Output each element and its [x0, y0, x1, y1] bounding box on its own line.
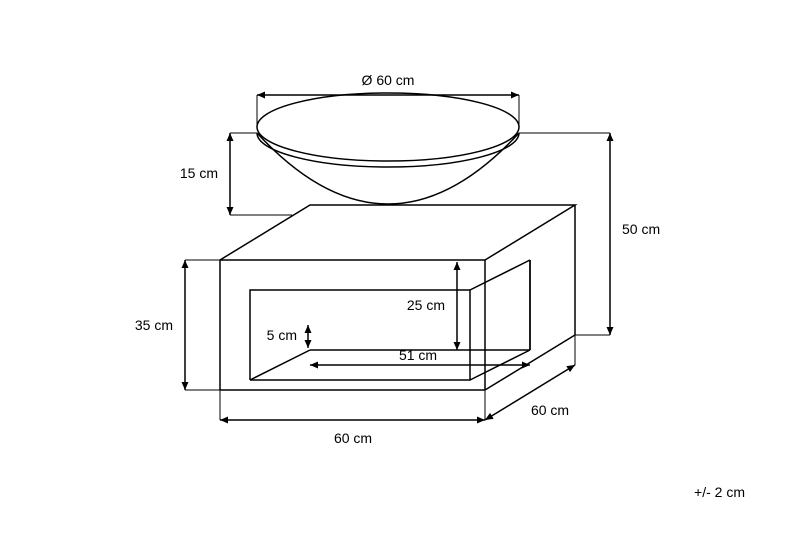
dimension-label: 25 cm — [407, 297, 445, 313]
product-outline — [220, 93, 575, 390]
dimension-label: 51 cm — [399, 347, 437, 363]
dimension-label: 60 cm — [334, 430, 372, 446]
base-top-face — [220, 205, 575, 260]
dimension-label: 35 cm — [135, 317, 173, 333]
dimension-label: 60 cm — [531, 402, 569, 418]
dimension-base-height: 35 cm — [135, 260, 189, 390]
dimension-label: 50 cm — [622, 221, 660, 237]
dimension-label: 15 cm — [180, 165, 218, 181]
dimension-bowl-height: 15 cm — [180, 133, 234, 215]
tolerance-note: +/- 2 cm — [694, 484, 745, 500]
extension-lines — [185, 95, 610, 420]
dimension-side-depth: 60 cm — [485, 365, 575, 420]
bowl-lower-rim — [257, 133, 519, 167]
bowl-top-rim — [257, 93, 519, 161]
bowl-body — [257, 133, 519, 204]
dimension-label: 5 cm — [267, 327, 297, 343]
dimension-leg-thickness: 5 cm — [267, 325, 312, 348]
dimension-total-height: 50 cm — [607, 133, 661, 335]
dimension-opening-height: 25 cm — [407, 262, 461, 350]
dimension-label: Ø 60 cm — [362, 72, 415, 88]
dimension-front-width: 60 cm — [220, 417, 485, 447]
dimension-bowl-diameter: Ø 60 cm — [257, 72, 519, 99]
